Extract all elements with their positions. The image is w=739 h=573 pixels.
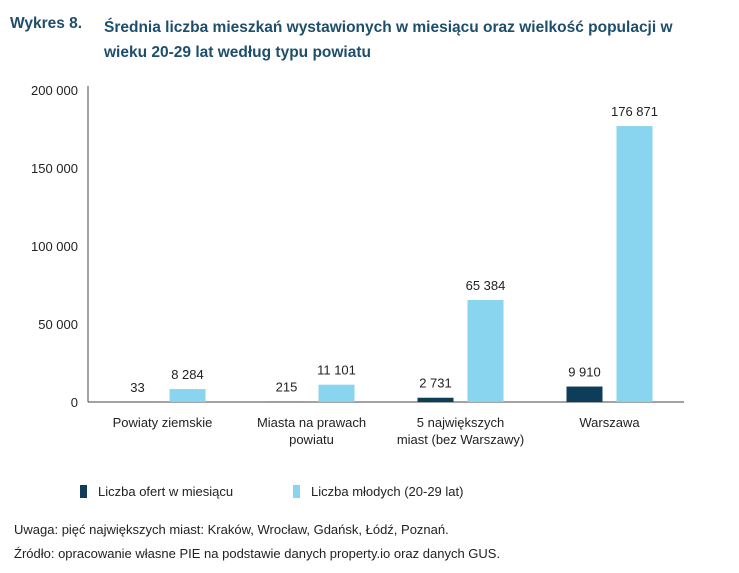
legend-swatch-offers [80, 485, 87, 498]
source-text: Źródło: opracowanie własne PIE na podsta… [14, 546, 501, 561]
legend-label-young: Liczba młodych (20-29 lat) [311, 484, 464, 499]
x-category-label: miast (bez Warszawy) [397, 432, 524, 447]
bar-offers [417, 397, 454, 402]
bar-young [169, 389, 206, 402]
bar-young [467, 300, 504, 402]
legend-label-offers: Liczba ofert w miesiącu [98, 484, 234, 499]
x-category-label: Warszawa [579, 415, 640, 430]
y-tick-label: 0 [71, 395, 78, 410]
x-category-label: powiatu [289, 432, 334, 447]
bar-offers [566, 386, 603, 402]
bar-young [616, 126, 653, 402]
x-category-label: 5 największych [417, 415, 504, 430]
x-category-label: Miasta na prawach [257, 415, 366, 430]
y-tick-label: 200 000 [31, 83, 78, 98]
bar-young [318, 384, 355, 402]
figure-number: Wykres 8. [10, 15, 83, 32]
y-tick-label: 50 000 [38, 317, 78, 332]
y-tick-label: 150 000 [31, 161, 78, 176]
legend-swatch-young [293, 485, 300, 498]
data-label: 2 731 [419, 376, 452, 391]
data-label: 9 910 [568, 365, 601, 380]
legend-item-offers: Liczba ofert w miesiącu [80, 484, 233, 499]
data-label: 11 101 [317, 363, 356, 378]
data-label: 33 [130, 380, 144, 395]
data-label: 176 871 [611, 104, 658, 119]
y-tick-label: 100 000 [31, 239, 78, 254]
data-label: 215 [276, 380, 298, 395]
data-label: 65 384 [466, 278, 506, 293]
note-text: Uwaga: pięć największych miast: Kraków, … [14, 522, 449, 537]
chart-title: Średnia liczba mieszkań wystawionych w m… [104, 19, 673, 61]
data-label: 8 284 [171, 367, 204, 382]
legend-item-young: Liczba młodych (20-29 lat) [293, 484, 463, 499]
x-category-label: Powiaty ziemskie [113, 415, 213, 430]
